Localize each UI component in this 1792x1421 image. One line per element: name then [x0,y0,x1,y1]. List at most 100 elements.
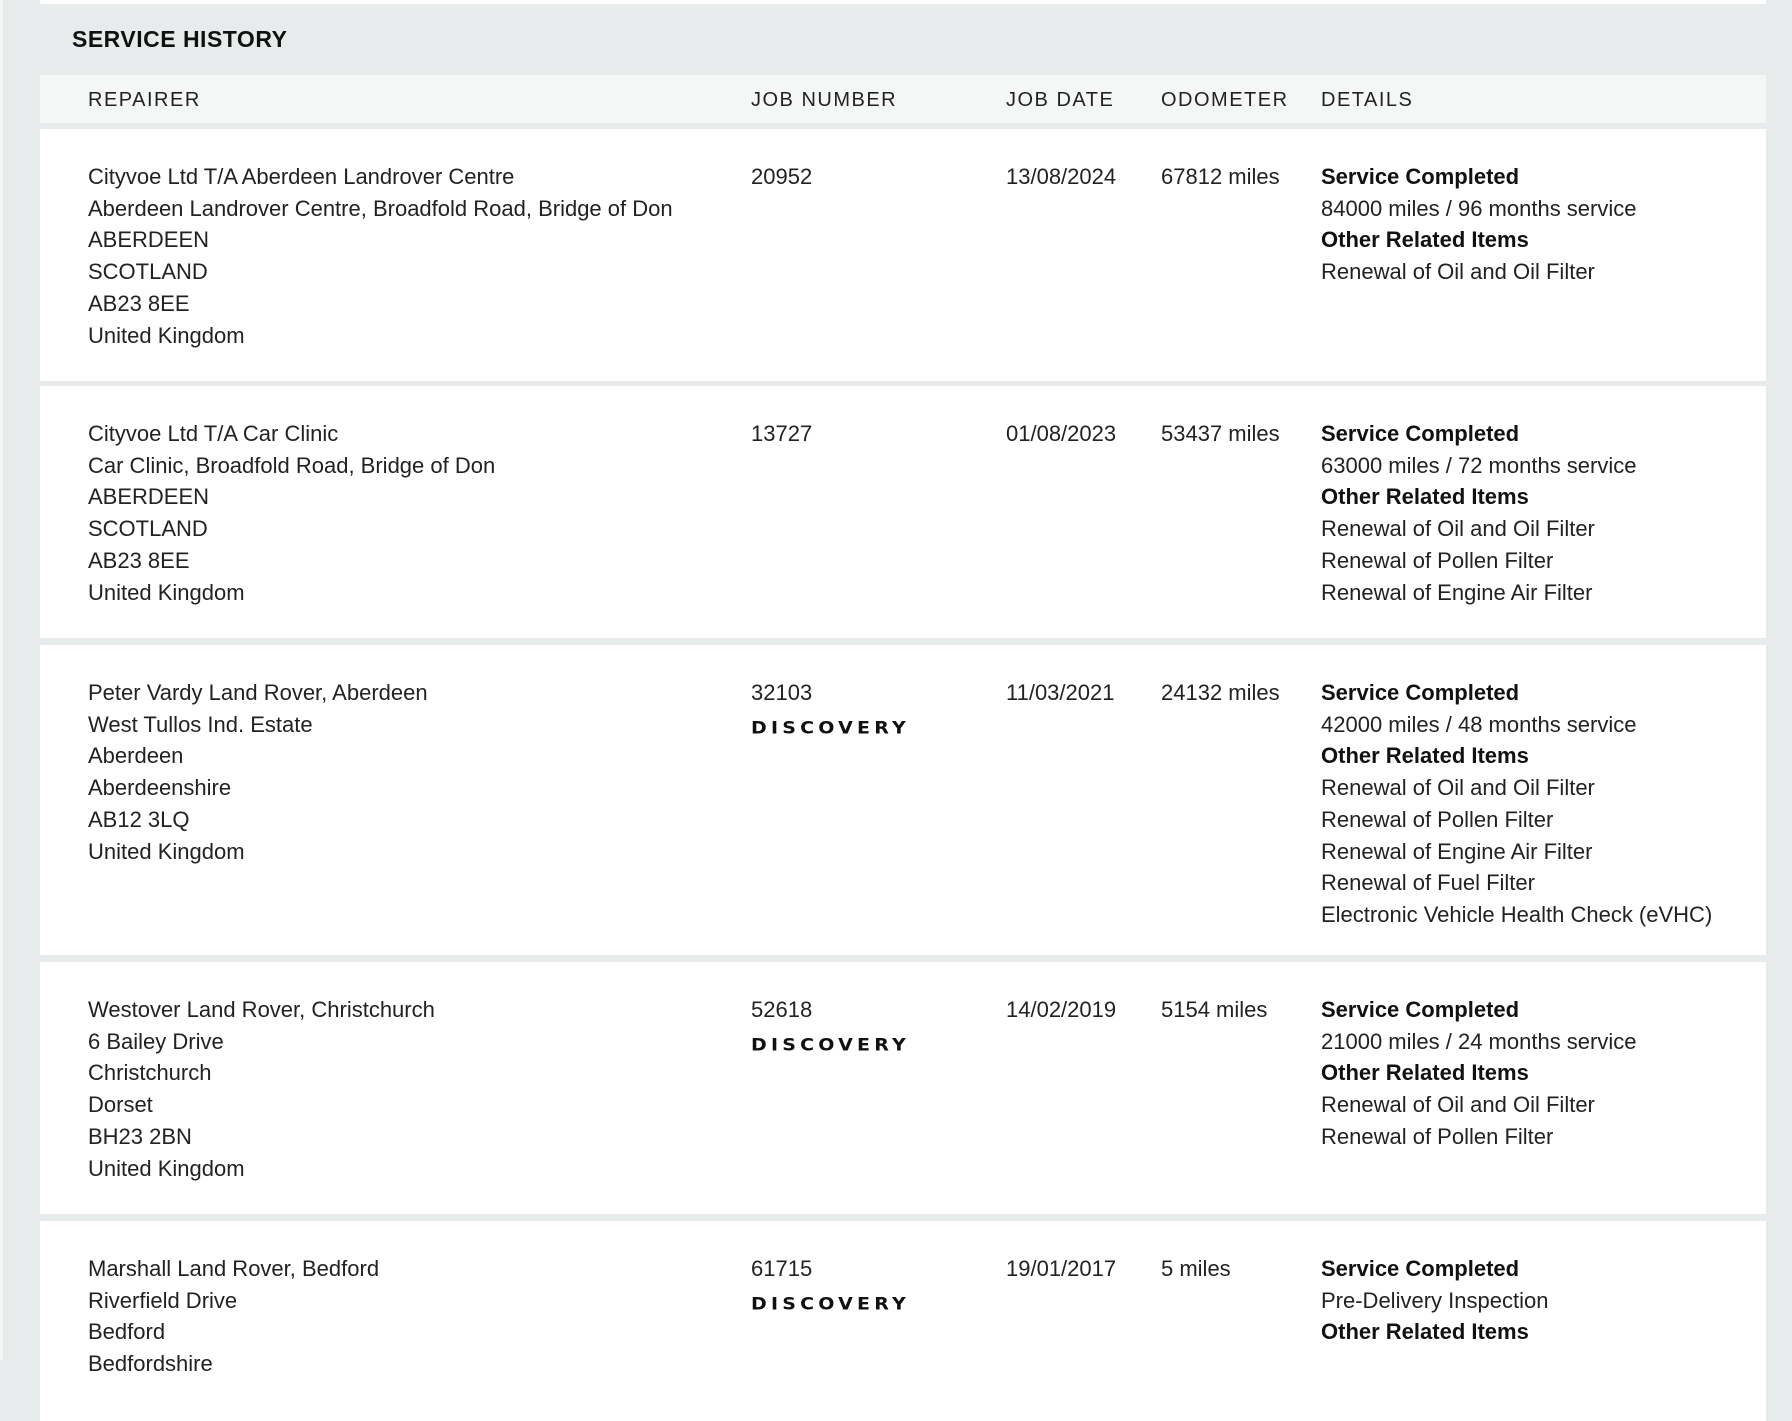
repairer-address-line: Car Clinic, Broadfold Road, Bridge of Do… [88,452,496,478]
details-item: Renewal of Oil and Oil Filter [1321,775,1595,801]
repairer-name: Westover Land Rover, Christchurch [88,997,435,1022]
job-number-cell: 61715 DISCOVERY [751,1253,910,1320]
odometer-cell: 24132 miles [1161,677,1280,709]
job-date-cell: 01/08/2023 [1006,418,1116,450]
details-cell: Service Completed 21000 miles / 24 months… [1321,994,1637,1153]
repairer-address-line: ABERDEEN [88,484,210,510]
odometer: 5154 miles [1161,997,1268,1022]
job-date: 14/02/2019 [1006,997,1117,1022]
details-heading: Other Related Items [1321,1319,1529,1345]
service-history-panel: SERVICE HISTORY REPAIRER JOB NUMBER JOB … [40,4,1766,1421]
table-header: REPAIRER JOB NUMBER JOB DATE ODOMETER DE… [40,75,1766,123]
job-date-cell: 19/01/2017 [1006,1253,1116,1285]
details-cell: Service Completed Pre-Delivery Inspection… [1321,1253,1548,1348]
job-date: 01/08/2023 [1006,421,1117,446]
job-date: 13/08/2024 [1006,164,1117,189]
job-number-cell: 20952 [751,161,812,193]
details-item: Renewal of Pollen Filter [1321,1123,1554,1149]
job-number: 13727 [751,421,813,446]
repairer-address-line: AB12 3LQ [88,806,190,832]
repairer-address-line: Riverfield Drive [88,1287,238,1313]
repairer-cell: Marshall Land Rover, Bedford Riverfield D… [88,1253,379,1380]
job-date-cell: 14/02/2019 [1006,994,1116,1026]
details-item: 63000 miles / 72 months service [1321,452,1637,478]
column-header-odometer: ODOMETER [1161,89,1289,111]
details-item: Renewal of Oil and Oil Filter [1321,516,1595,542]
discovery-logo: DISCOVERY [751,717,910,738]
details-item: Electronic Vehicle Health Check (eVHC) [1321,901,1713,927]
details-heading: Other Related Items [1321,743,1529,769]
page-edge [0,0,3,1360]
job-date: 19/01/2017 [1006,1256,1117,1281]
details-item: 21000 miles / 24 months service [1321,1028,1637,1054]
repairer-address-line: Dorset [88,1092,153,1118]
details-heading: Service Completed [1321,421,1520,446]
odometer-cell: 67812 miles [1161,161,1280,193]
repairer-address-line: Bedfordshire [88,1351,213,1377]
repairer-address-line: ABERDEEN [88,227,210,253]
details-heading: Other Related Items [1321,1060,1529,1086]
odometer: 53437 miles [1161,421,1280,446]
repairer-address-line: Aberdeen Landrover Centre, Broadfold Roa… [88,195,673,221]
discovery-logo: DISCOVERY [751,1034,910,1055]
odometer-cell: 5154 miles [1161,994,1267,1026]
details-heading: Other Related Items [1321,484,1529,510]
top-divider [40,0,1766,4]
details-cell: Service Completed 84000 miles / 96 months… [1321,161,1637,288]
repairer-cell: Peter Vardy Land Rover, Aberdeen West Tul… [88,677,428,867]
repairer-address-line: Aberdeenshire [88,775,232,801]
repairer-name: Cityvoe Ltd T/A Aberdeen Landrover Centr… [88,164,515,189]
details-item: Renewal of Engine Air Filter [1321,579,1593,605]
details-item: 84000 miles / 96 months service [1321,195,1637,221]
repairer-address-line: United Kingdom [88,322,245,348]
details-heading: Service Completed [1321,1256,1520,1281]
details-cell: Service Completed 42000 miles / 48 months… [1321,677,1712,931]
repairer-address-line: United Kingdom [88,838,245,864]
details-heading: Service Completed [1321,164,1520,189]
details-item: Renewal of Pollen Filter [1321,547,1554,573]
job-number-cell: 52618 DISCOVERY [751,994,910,1061]
repairer-address-line: SCOTLAND [88,259,208,285]
column-header-repairer: REPAIRER [88,89,201,111]
details-item: Renewal of Oil and Oil Filter [1321,259,1595,285]
repairer-address-line: BH23 2BN [88,1123,192,1149]
job-number: 61715 [751,1256,813,1281]
repairer-cell: Cityvoe Ltd T/A Aberdeen Landrover Centr… [88,161,673,351]
odometer-cell: 5 miles [1161,1253,1231,1285]
repairer-address-line: AB23 8EE [88,547,190,573]
details-item: Renewal of Fuel Filter [1321,870,1535,896]
column-header-details: DETAILS [1321,89,1414,111]
job-number-cell: 13727 [751,418,812,450]
details-item: 42000 miles / 48 months service [1321,711,1637,737]
job-date: 11/03/2021 [1006,680,1115,705]
repairer-address-line: SCOTLAND [88,516,208,542]
details-item: Pre-Delivery Inspection [1321,1287,1549,1313]
repairer-address-line: 6 Bailey Drive [88,1028,224,1054]
details-item: Renewal of Pollen Filter [1321,806,1554,832]
repairer-name: Peter Vardy Land Rover, Aberdeen [88,680,428,705]
repairer-cell: Cityvoe Ltd T/A Car Clinic Car Clinic, Br… [88,418,495,608]
odometer: 67812 miles [1161,164,1280,189]
details-item: Renewal of Engine Air Filter [1321,838,1593,864]
job-number-cell: 32103 DISCOVERY [751,677,910,744]
table-row: Cityvoe Ltd T/A Aberdeen Landrover Centr… [40,129,1766,381]
repairer-name: Cityvoe Ltd T/A Car Clinic [88,421,339,446]
repairer-address-line: United Kingdom [88,1155,245,1181]
section-title: SERVICE HISTORY [72,26,288,52]
repairer-address-line: United Kingdom [88,579,245,605]
column-header-job-number: JOB NUMBER [751,89,898,111]
job-number: 32103 [751,680,813,705]
repairer-address-line: Christchurch [88,1060,212,1086]
table-row: Marshall Land Rover, Bedford Riverfield D… [40,1221,1766,1421]
discovery-logo: DISCOVERY [751,1293,910,1314]
repairer-address-line: Aberdeen [88,743,184,769]
odometer: 24132 miles [1161,680,1280,705]
repairer-address-line: Bedford [88,1319,166,1345]
details-cell: Service Completed 63000 miles / 72 months… [1321,418,1637,608]
repairer-address-line: AB23 8EE [88,290,190,316]
table-row: Cityvoe Ltd T/A Car Clinic Car Clinic, Br… [40,386,1766,638]
table-row: Westover Land Rover, Christchurch 6 Baile… [40,962,1766,1214]
details-heading: Service Completed [1321,680,1520,705]
repairer-address-line: West Tullos Ind. Estate [88,711,313,737]
odometer: 5 miles [1161,1256,1231,1281]
